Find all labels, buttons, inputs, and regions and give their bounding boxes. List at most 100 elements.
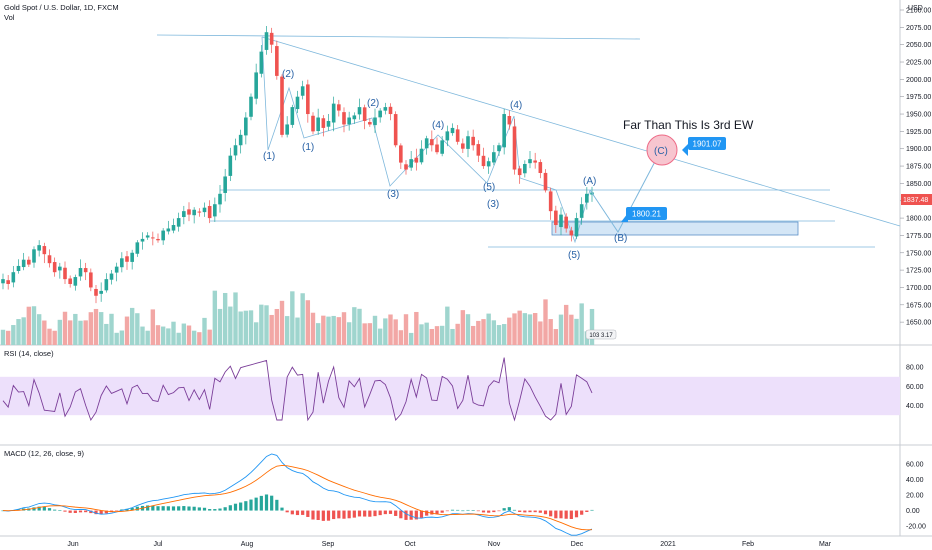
volume-bar: [145, 330, 150, 345]
macd-hist-bar: [368, 510, 372, 517]
volume-bar: [31, 306, 37, 345]
macd-hist-bar: [254, 497, 258, 511]
candle-body: [430, 139, 434, 146]
macd-hist-bar: [125, 508, 129, 511]
candle-body: [507, 116, 512, 125]
macd-hist-bar: [135, 506, 139, 511]
time-axis[interactable]: Jun Jul Aug Sep Oct Nov Dec 2021 Feb Mar: [67, 541, 831, 548]
macd-hist-bar: [383, 510, 387, 515]
candle-body: [114, 266, 119, 273]
volume-bar: [419, 324, 424, 345]
volume-bar: [98, 312, 104, 345]
volume-tag-text: 103 3.17: [589, 333, 613, 339]
time-tick-label: 2021: [660, 541, 676, 548]
macd-hist-bar: [471, 510, 475, 511]
wave-label-b: (B): [614, 233, 627, 244]
candle-body: [300, 86, 305, 96]
volume-bar: [481, 319, 486, 345]
macd-label: MACD (12, 26, close, 9): [4, 449, 85, 458]
macd-hist-bar: [538, 510, 542, 513]
price-tick-label: 1950.00: [906, 112, 931, 119]
candle-body: [275, 46, 279, 76]
candle-body: [73, 277, 78, 286]
volume-bar: [548, 319, 553, 345]
volume-bar: [501, 324, 507, 345]
volume-bar: [5, 330, 11, 345]
candle-body: [548, 191, 553, 212]
macd-hist-bar: [259, 495, 263, 511]
macd-hist-bar: [466, 509, 470, 511]
volume-bar: [78, 320, 83, 345]
descending-trendline[interactable]: [261, 36, 901, 227]
candle-body: [538, 162, 543, 173]
macd-hist-bar: [476, 510, 480, 512]
macd-hist-bar: [130, 507, 134, 511]
candle-body: [280, 76, 284, 135]
macd-hist-bar: [518, 510, 522, 512]
macd-hist-bar: [306, 510, 310, 517]
volume-bar: [362, 323, 367, 345]
volume-bar: [222, 292, 228, 345]
volume-bar: [160, 326, 166, 345]
time-tick-label: Feb: [742, 541, 754, 548]
trend-lines[interactable]: [156, 34, 901, 248]
candle-body: [445, 131, 450, 141]
volume-bar: [135, 313, 140, 345]
volume-bar: [171, 321, 176, 345]
macd-hist-bar: [94, 510, 98, 515]
candle-body: [269, 32, 274, 45]
macd-axis: 60.00 40.00 20.00 0.00 -20.00: [906, 461, 926, 530]
target-zone-box[interactable]: [551, 221, 799, 236]
volume-bar: [377, 328, 383, 345]
candle-body: [254, 72, 258, 99]
candle-body: [585, 193, 589, 203]
volume-bar: [383, 318, 388, 345]
macd-hist-bar: [68, 510, 72, 513]
macd-hist-bar: [435, 510, 439, 515]
macd-tick-label: -20.00: [906, 524, 926, 531]
candle-body: [316, 117, 320, 132]
macd-hist-bar: [311, 510, 315, 520]
macd-hist-bar: [332, 510, 336, 520]
macd-hist-bar: [182, 506, 186, 511]
volume-bar: [150, 309, 156, 345]
macd-hist-bar: [290, 510, 294, 515]
candle-body: [156, 238, 160, 241]
volume-bar: [26, 306, 32, 345]
candle-body: [404, 164, 408, 170]
macd-hist-bar: [42, 507, 46, 511]
volume-bar: [424, 322, 429, 345]
macd-hist-bar: [414, 510, 418, 520]
candle-body: [440, 140, 444, 154]
top-horizontal-line[interactable]: [156, 34, 641, 40]
volume-bar: [465, 314, 471, 345]
volume-bar: [326, 316, 331, 345]
candle-body: [223, 176, 227, 193]
macd-hist-bar: [53, 509, 57, 511]
candle-body: [368, 122, 372, 125]
price-axis[interactable]: 2100.00 2075.00 2050.00 2025.00 2000.00 1975.…: [900, 8, 931, 327]
volume-bar: [558, 314, 564, 345]
volume-bar: [119, 330, 125, 345]
target-c-circle[interactable]: [646, 134, 678, 166]
volume-bar: [274, 308, 280, 345]
time-tick-label: Dec: [571, 541, 584, 548]
macd-hist-bar: [409, 510, 413, 520]
candle-body: [435, 144, 439, 153]
candle-body: [574, 218, 579, 237]
volume-bar: [207, 329, 212, 345]
volume-bar: [527, 314, 533, 345]
volume-bar: [42, 320, 47, 345]
macd-hist-bar: [363, 510, 367, 517]
rsi-line: [2, 357, 593, 422]
macd-hist-bar: [218, 508, 222, 511]
candle-body: [197, 211, 202, 213]
candle-body: [228, 155, 233, 176]
signal-line: [2, 464, 593, 531]
candle-body: [554, 210, 558, 226]
volume-bar: [357, 308, 362, 345]
volume-bar: [574, 318, 579, 345]
volume-bar: [367, 323, 373, 345]
volume-bar: [321, 315, 326, 345]
